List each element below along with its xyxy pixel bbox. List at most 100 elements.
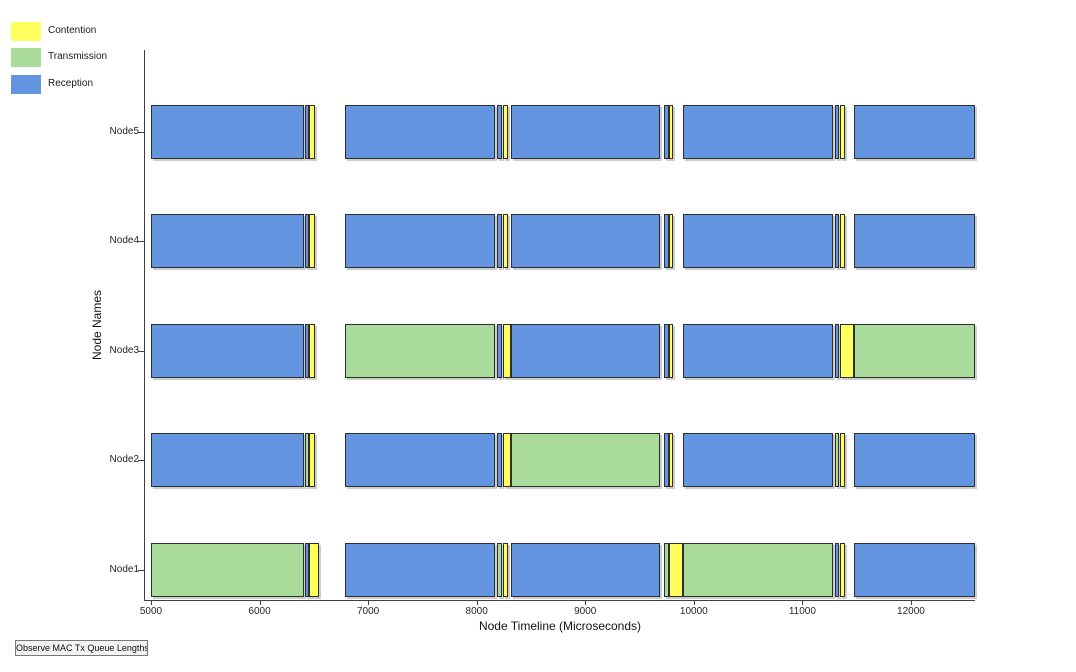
contention-segment [502, 433, 512, 487]
x-tick-label-6000: 6000 [248, 606, 271, 617]
contention-segment [309, 104, 316, 159]
reception-segment [854, 214, 975, 268]
reception-segment [150, 104, 305, 159]
transmission-segment [345, 323, 496, 378]
reception-segment [854, 433, 975, 487]
x-axis-title: Node Timeline (Microseconds) [478, 619, 642, 633]
timeline-row-node4 [145, 214, 975, 268]
contention-segment [669, 323, 674, 378]
contention-segment [502, 323, 512, 378]
y-tick-label-node5: Node5 [109, 125, 139, 137]
contention-segment [502, 104, 509, 159]
reception-segment [497, 104, 502, 159]
reception-segment [664, 214, 669, 268]
transmission-segment [305, 433, 309, 487]
transmission-segment [682, 542, 833, 597]
contention-swatch [11, 22, 41, 41]
x-tick [150, 601, 152, 605]
observe-mac-tx-queue-button[interactable]: Observe MAC Tx Queue Lengths [15, 640, 148, 656]
reception-segment [682, 104, 833, 159]
reception-segment [854, 104, 975, 159]
x-tick [476, 601, 478, 605]
reception-segment [150, 214, 305, 268]
reception-segment [511, 104, 661, 159]
y-tick-label-node2: Node2 [109, 454, 139, 465]
contention-segment [669, 214, 674, 268]
reception-segment [305, 104, 309, 159]
x-tick [693, 601, 695, 605]
reception-segment [834, 323, 840, 378]
x-tick-label-11000: 11000 [788, 606, 816, 617]
x-tick-label-10000: 10000 [679, 606, 708, 617]
contention-segment [839, 433, 845, 487]
x-tick [585, 601, 587, 605]
x-tick [910, 601, 912, 605]
transmission-segment [497, 542, 502, 597]
transmission-segment [150, 542, 305, 597]
reception-segment [834, 214, 840, 268]
timeline-row-node5 [145, 104, 975, 159]
contention-segment [669, 433, 674, 487]
x-tick-label-7000: 7000 [356, 606, 380, 617]
reception-segment [664, 104, 669, 159]
legend-label-reception: Reception [48, 78, 94, 89]
transmission-swatch [11, 48, 41, 67]
y-tick [138, 569, 145, 571]
legend-label-contention: Contention [48, 25, 97, 36]
reception-segment [345, 104, 496, 159]
y-tick [138, 350, 145, 352]
reception-segment [834, 542, 840, 597]
y-axis-title: Node Names [90, 289, 104, 361]
timeline-row-node3 [145, 323, 975, 378]
transmission-segment [511, 433, 661, 487]
reception-segment [511, 542, 661, 597]
y-tick-label-node3: Node3 [109, 344, 139, 356]
reception-segment [511, 323, 661, 378]
y-tick [138, 131, 145, 133]
contention-segment [839, 214, 845, 268]
reception-segment [664, 433, 669, 487]
timeline-row-node2 [145, 433, 975, 487]
x-tick [802, 601, 804, 605]
reception-segment [305, 214, 309, 268]
contention-segment [839, 323, 855, 378]
contention-segment [502, 542, 509, 597]
reception-segment [345, 542, 496, 597]
contention-segment [669, 542, 683, 597]
x-tick [259, 601, 261, 605]
y-tick-label-node4: Node4 [109, 235, 139, 246]
reception-segment [305, 542, 309, 597]
y-tick [138, 460, 145, 461]
contention-segment [309, 433, 316, 487]
reception-segment [682, 214, 833, 268]
reception-segment [345, 433, 496, 487]
legend-label-transmission: Transmission [48, 51, 108, 62]
reception-segment [682, 323, 833, 378]
reception-segment [497, 214, 502, 268]
x-axis-spine [144, 600, 975, 601]
reception-segment [511, 214, 661, 268]
transmission-segment [854, 323, 975, 378]
reception-segment [497, 323, 502, 378]
y-tick [138, 241, 145, 242]
reception-segment [150, 433, 305, 487]
reception-segment [664, 323, 669, 378]
y-axis-spine [144, 50, 145, 601]
reception-swatch [11, 75, 41, 94]
reception-segment [150, 323, 305, 378]
timeline-plot: Node5 Node4 Node3 Node2 Node1 5000 6000 7000 800… [110, 50, 975, 617]
reception-segment [345, 214, 496, 268]
x-tick-label-5000: 5000 [139, 606, 163, 617]
contention-segment [839, 104, 845, 159]
reception-segment [497, 433, 502, 487]
reception-segment [834, 104, 840, 159]
x-tick [368, 601, 370, 605]
reception-segment [854, 542, 975, 597]
reception-segment [305, 323, 309, 378]
timeline-row-node1 [145, 542, 975, 597]
contention-segment [669, 104, 674, 159]
transmission-segment [834, 433, 840, 487]
x-tick-label-12000: 12000 [897, 606, 925, 617]
contention-segment [309, 323, 316, 378]
